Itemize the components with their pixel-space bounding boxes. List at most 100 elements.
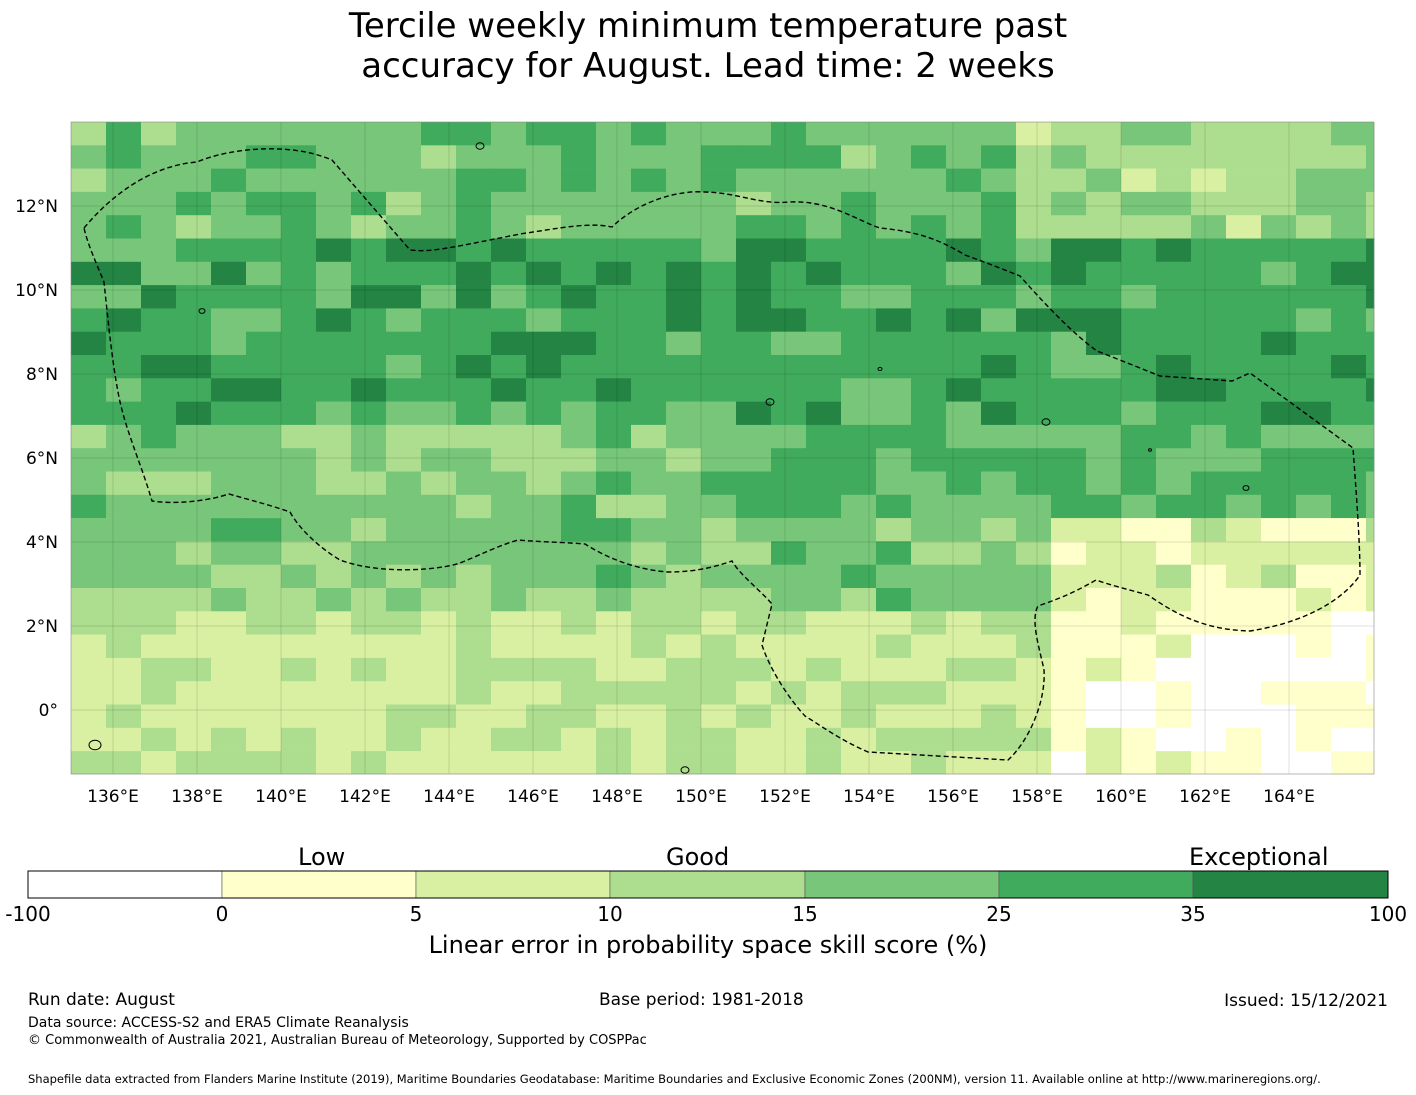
grid-cell [631,494,667,519]
grid-cell [386,494,422,519]
grid-cell [1051,261,1087,286]
grid-cell [1121,238,1157,263]
grid-cell [351,424,387,449]
grid-cell [421,424,457,449]
lat-tick-label: 10°N [15,281,58,301]
grid-cell [771,727,807,752]
grid-cell [526,704,562,729]
grid-cell [176,191,212,216]
grid-cell [1051,355,1087,379]
grid-cell [246,611,282,635]
grid-cell [1156,261,1192,286]
grid-cell [1016,285,1052,309]
grid-cell [316,518,352,542]
island-outlines [88,142,1250,774]
grid-cell [1156,634,1192,659]
grid-cell [246,238,282,263]
grid-cell [666,518,702,542]
grid-cell [491,355,527,379]
grid-cell [456,122,492,146]
grid-cell [666,494,702,519]
grid-cell [281,238,317,263]
grid-cell [561,681,597,705]
grid-cell [911,751,947,775]
grid-cell [1156,448,1192,472]
grid-cell [316,168,352,193]
grid-cell [71,751,107,775]
grid-cell [491,564,527,589]
grid-cell [1121,308,1157,332]
grid-cell [561,704,597,729]
grid-cell [1086,238,1122,263]
grid-cell [1366,378,1375,402]
grid-cell [666,145,702,169]
grid-cell [1121,634,1157,659]
grid-cell [1156,331,1192,356]
grid-cell [106,588,142,612]
grid-cell [1051,238,1087,263]
grid-cell [141,424,177,449]
grid-cell [351,401,387,426]
grid-cell [771,401,807,426]
grid-cell [176,215,212,239]
grid-cell [281,145,317,169]
grid-cell [1296,657,1332,682]
grid-cell [561,611,597,635]
grid-cell [981,564,1017,589]
grid-cell [771,355,807,379]
grid-cell [211,448,247,472]
grid-cell [841,634,877,659]
grid-cell [71,634,107,659]
grid-cell [316,191,352,216]
grid-cell [316,378,352,402]
grid-cell [946,634,982,659]
grid-cell [1086,308,1122,332]
grid-cell [246,424,282,449]
grid-cell [1331,471,1367,496]
grid-cell [106,448,142,472]
grid-cell [456,191,492,216]
grid-cell [736,611,772,635]
grid-cell [421,215,457,239]
grid-cell [1226,518,1262,542]
grid-cell [841,378,877,402]
grid-cell [316,588,352,612]
grid-cell [841,261,877,286]
grid-cell [876,518,912,542]
grid-cell [491,424,527,449]
grid-cell [631,355,667,379]
grid-cell [631,378,667,402]
grid-cell [1016,657,1052,682]
grid-cell [946,494,982,519]
grid-cell [841,238,877,263]
grid-cell [666,681,702,705]
grid-cell [946,541,982,565]
grid-cell [701,448,737,472]
grid-cell [771,681,807,705]
grid-cell [1086,727,1122,752]
grid-cell [736,238,772,263]
lon-tick-label: 154°E [843,787,895,807]
grid-cell [526,494,562,519]
grid-cell [841,285,877,309]
grid-cell [841,704,877,729]
grid-cell [456,471,492,496]
grid-cell [246,727,282,752]
grid-cell [281,751,317,775]
grid-cell [946,122,982,146]
grid-cell [806,401,842,426]
grid-cell [1261,355,1297,379]
grid-cell [456,285,492,309]
grid-cell [421,611,457,635]
grid-cell [631,518,667,542]
grid-cell [1191,191,1227,216]
grid-cell [1296,285,1332,309]
grid-cell [1156,704,1192,729]
grid-cell [141,285,177,309]
grid-cell [106,168,142,193]
grid-cell [561,518,597,542]
grid-cell [736,704,772,729]
run-date: Run date: August [28,990,175,1010]
grid-cell [1121,424,1157,449]
grid-cell [141,215,177,239]
